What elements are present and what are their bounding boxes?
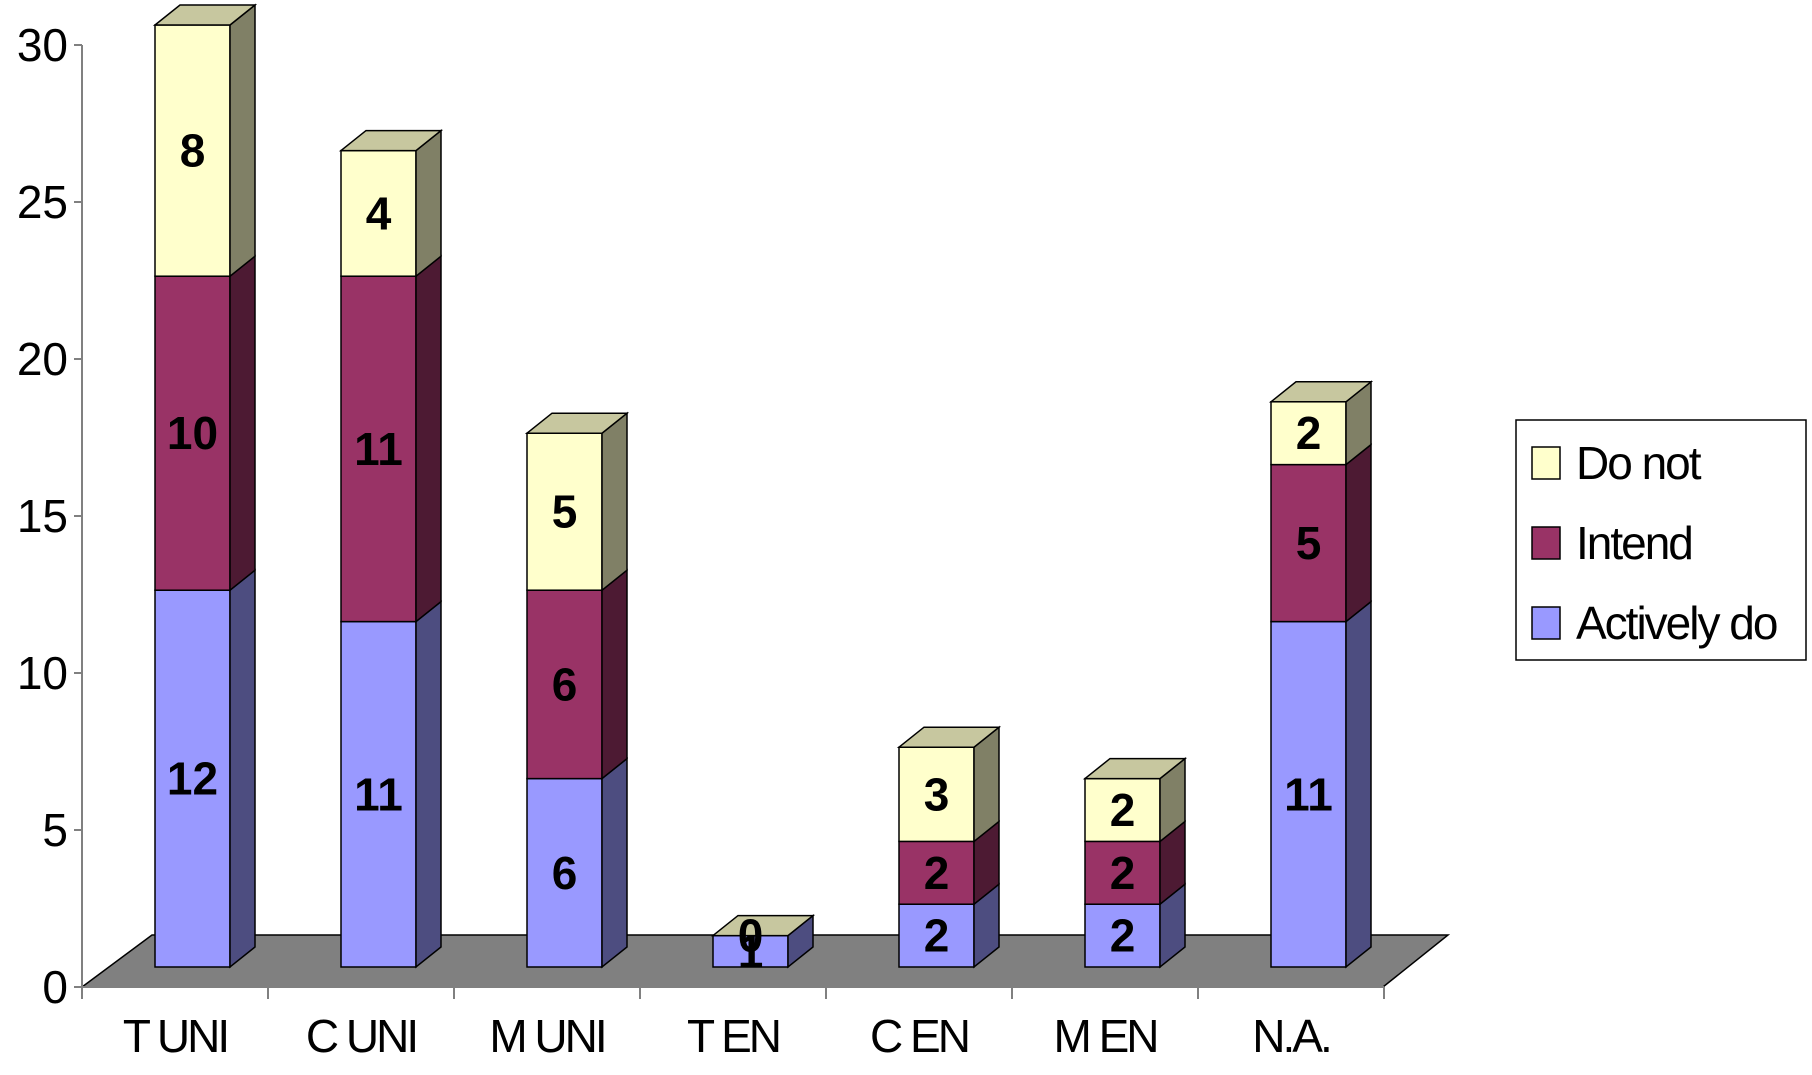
data-label: 11	[1284, 768, 1333, 820]
x-tick-label: T EN	[687, 1010, 779, 1062]
bar-side	[601, 411, 628, 592]
bar-side	[415, 600, 442, 969]
legend-swatch	[1531, 526, 1561, 560]
bar-side	[415, 254, 442, 624]
bar-segment	[1270, 620, 1347, 968]
bar-top	[1268, 381, 1374, 403]
data-label: 8	[180, 125, 206, 177]
data-label: 2	[1110, 910, 1136, 962]
bar-segment	[898, 746, 975, 843]
bar-side	[229, 3, 256, 278]
data-label: 10	[167, 407, 218, 459]
bar-top	[1082, 757, 1188, 780]
data-label: 5	[1296, 517, 1322, 569]
data-label: 5	[552, 486, 578, 538]
bar-side	[1345, 443, 1372, 624]
bar-segment	[154, 24, 231, 277]
y-tick-label: 25	[17, 176, 68, 228]
data-label: 2	[1110, 847, 1136, 899]
bar-side	[601, 568, 628, 781]
data-label: 11	[354, 423, 403, 475]
data-label: 11	[354, 768, 403, 820]
bar-side	[601, 757, 628, 969]
y-tick-label: 20	[17, 333, 68, 385]
y-tick-label: 15	[17, 490, 68, 542]
data-label: 3	[924, 768, 950, 820]
bar-segment	[898, 903, 975, 968]
legend-label: Intend	[1576, 517, 1692, 569]
bar-segment	[1084, 840, 1161, 905]
bar-side	[415, 129, 442, 278]
data-label: 6	[552, 658, 578, 710]
bar-segment	[526, 589, 603, 780]
legend-label: Actively do	[1576, 597, 1777, 649]
data-label: 4	[366, 187, 392, 239]
y-tick-label: 30	[17, 19, 68, 71]
legend-swatch	[1531, 606, 1561, 640]
data-label: 0	[738, 910, 764, 962]
bar-top	[152, 4, 258, 26]
bar-segment	[526, 777, 603, 968]
bar-segment	[526, 432, 603, 591]
data-label: 2	[924, 847, 950, 899]
bar-segment	[340, 275, 417, 623]
x-tick-label: M UNI	[489, 1010, 604, 1062]
bar-top	[524, 412, 630, 434]
x-tick-label: C EN	[870, 1010, 968, 1062]
y-tick-label: 0	[42, 961, 68, 1013]
y-tick-label: 10	[17, 647, 68, 699]
data-label: 12	[167, 753, 218, 805]
bar-segment	[898, 840, 975, 905]
bar-segment	[1084, 777, 1161, 843]
y-tick-label: 5	[42, 804, 68, 856]
x-tick-label: C UNI	[306, 1010, 416, 1062]
bar-top	[896, 726, 1002, 748]
x-tick-label: T UNI	[123, 1010, 227, 1062]
data-label: 2	[924, 910, 950, 962]
legend-box	[1515, 419, 1807, 661]
bar-segment	[1084, 903, 1161, 968]
bar-segment	[154, 589, 231, 968]
bar-side	[229, 254, 256, 592]
x-tick-label: M EN	[1054, 1010, 1157, 1062]
data-label: 1	[738, 925, 764, 977]
bar-segment	[154, 275, 231, 591]
x-tick-label: N.A.	[1252, 1010, 1329, 1062]
data-label: 2	[1110, 784, 1136, 836]
legend-label: Do not	[1576, 437, 1702, 489]
bar-side	[1345, 600, 1372, 969]
bar-top	[710, 914, 816, 937]
data-label: 2	[1296, 407, 1322, 459]
bar-top	[338, 129, 444, 152]
data-label: 6	[552, 847, 578, 899]
bar-side	[229, 568, 256, 969]
legend-swatch	[1531, 446, 1561, 480]
